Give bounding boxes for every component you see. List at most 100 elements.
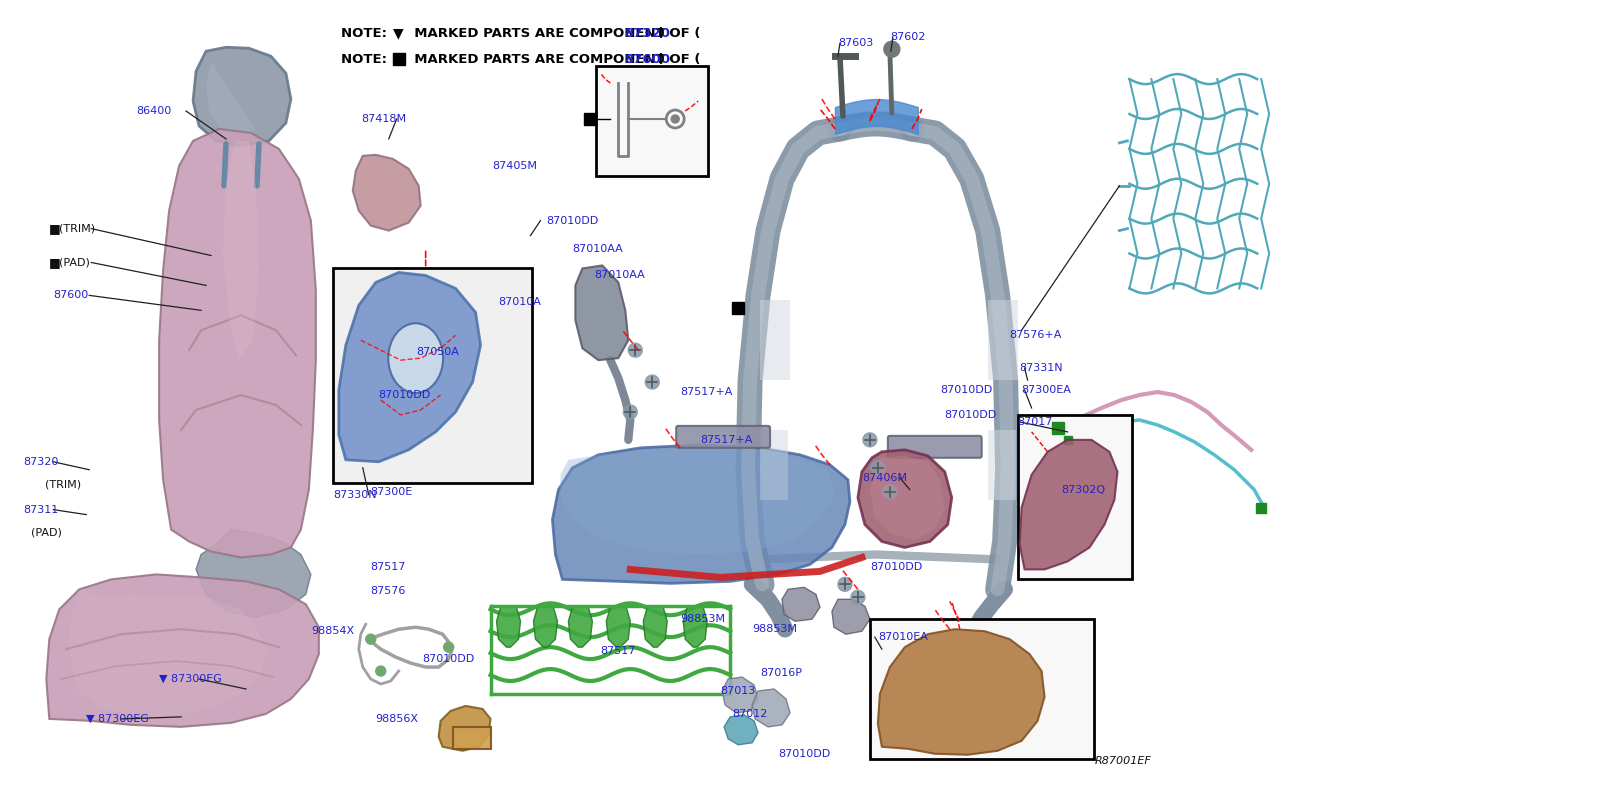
Polygon shape bbox=[197, 530, 310, 618]
Text: 87010EA: 87010EA bbox=[878, 632, 928, 642]
Polygon shape bbox=[46, 574, 318, 727]
Text: 87302Q: 87302Q bbox=[1061, 485, 1106, 494]
Text: 87517: 87517 bbox=[371, 562, 406, 573]
Text: MARKED PARTS ARE COMPONENT OF (: MARKED PARTS ARE COMPONENT OF ( bbox=[405, 53, 701, 66]
Polygon shape bbox=[158, 129, 315, 558]
Text: 87311: 87311 bbox=[24, 505, 59, 514]
Text: ▼ 87300EG: ▼ 87300EG bbox=[158, 674, 222, 684]
Polygon shape bbox=[683, 607, 707, 647]
Polygon shape bbox=[643, 607, 667, 647]
Polygon shape bbox=[858, 450, 952, 547]
Bar bbox=[760, 300, 790, 380]
Polygon shape bbox=[576, 266, 629, 360]
Polygon shape bbox=[194, 47, 291, 146]
Text: ): ) bbox=[654, 26, 666, 40]
Text: 87010DD: 87010DD bbox=[939, 385, 992, 395]
Text: ■: ■ bbox=[50, 222, 61, 235]
Polygon shape bbox=[69, 590, 266, 717]
Polygon shape bbox=[722, 677, 758, 713]
Text: 87010DD: 87010DD bbox=[422, 654, 475, 664]
Ellipse shape bbox=[389, 323, 443, 393]
Text: 87576: 87576 bbox=[371, 586, 406, 596]
Text: (TRIM): (TRIM) bbox=[45, 480, 82, 490]
FancyBboxPatch shape bbox=[677, 426, 770, 448]
Circle shape bbox=[376, 666, 386, 676]
Text: 87602: 87602 bbox=[890, 32, 925, 42]
Polygon shape bbox=[832, 599, 870, 634]
Text: 87050A: 87050A bbox=[416, 347, 459, 357]
Circle shape bbox=[883, 42, 899, 57]
Circle shape bbox=[870, 461, 885, 474]
Text: 87576+A: 87576+A bbox=[1010, 330, 1062, 340]
Circle shape bbox=[672, 115, 680, 123]
Bar bbox=[453, 727, 491, 749]
Text: 87010AA: 87010AA bbox=[573, 243, 622, 254]
Circle shape bbox=[645, 375, 659, 389]
Text: 87405M: 87405M bbox=[493, 161, 538, 171]
Text: ▼: ▼ bbox=[392, 26, 403, 40]
Polygon shape bbox=[339, 273, 480, 462]
Circle shape bbox=[443, 642, 454, 652]
Text: ■: ■ bbox=[50, 256, 61, 269]
Text: NOTE:: NOTE: bbox=[341, 53, 397, 66]
Polygon shape bbox=[438, 706, 491, 750]
Text: 87517+A: 87517+A bbox=[680, 387, 733, 397]
Text: 98853M: 98853M bbox=[752, 624, 797, 634]
Polygon shape bbox=[782, 587, 819, 622]
Polygon shape bbox=[560, 448, 835, 554]
Text: 87010DD: 87010DD bbox=[547, 216, 598, 226]
Text: 87406M: 87406M bbox=[862, 473, 907, 482]
Polygon shape bbox=[206, 61, 256, 136]
Text: 87012: 87012 bbox=[733, 709, 768, 719]
Text: 87300EA: 87300EA bbox=[1022, 385, 1072, 395]
Text: 87600: 87600 bbox=[624, 53, 670, 66]
Text: 98853M: 98853M bbox=[680, 614, 725, 624]
Text: R87001EF: R87001EF bbox=[1094, 756, 1152, 766]
Text: 87603: 87603 bbox=[838, 38, 874, 48]
Text: (PAD): (PAD) bbox=[32, 527, 62, 538]
Text: 86400: 86400 bbox=[136, 106, 171, 116]
Text: 87320: 87320 bbox=[624, 26, 670, 40]
Text: (PAD): (PAD) bbox=[59, 258, 90, 267]
Polygon shape bbox=[533, 607, 557, 647]
Text: 87300E: 87300E bbox=[371, 486, 413, 497]
Polygon shape bbox=[606, 607, 630, 647]
Bar bbox=[987, 300, 1018, 380]
Text: 87010DD: 87010DD bbox=[379, 390, 430, 400]
Polygon shape bbox=[752, 689, 790, 727]
Circle shape bbox=[851, 590, 866, 604]
Polygon shape bbox=[878, 630, 1045, 754]
Text: 87517+A: 87517+A bbox=[701, 435, 752, 445]
Text: 87017: 87017 bbox=[1018, 417, 1053, 427]
Text: 87010AA: 87010AA bbox=[594, 270, 645, 281]
Text: 87330N: 87330N bbox=[333, 490, 376, 500]
Polygon shape bbox=[568, 607, 592, 647]
Polygon shape bbox=[222, 141, 259, 360]
Circle shape bbox=[838, 578, 851, 591]
Polygon shape bbox=[1019, 440, 1117, 570]
Text: 87320: 87320 bbox=[24, 457, 59, 466]
Polygon shape bbox=[870, 456, 944, 539]
Text: 98856X: 98856X bbox=[376, 714, 419, 724]
FancyBboxPatch shape bbox=[888, 436, 982, 458]
Bar bbox=[760, 430, 789, 500]
Text: 87013: 87013 bbox=[720, 686, 755, 696]
Text: (TRIM): (TRIM) bbox=[59, 223, 96, 234]
Circle shape bbox=[862, 433, 877, 447]
Text: 87418M: 87418M bbox=[360, 114, 406, 124]
Text: 87010A: 87010A bbox=[499, 298, 541, 307]
Bar bbox=[597, 66, 709, 176]
Text: 87331N: 87331N bbox=[1019, 363, 1064, 373]
Polygon shape bbox=[552, 445, 850, 583]
Circle shape bbox=[883, 485, 898, 498]
Polygon shape bbox=[725, 715, 758, 745]
Text: MARKED PARTS ARE COMPONENT OF (: MARKED PARTS ARE COMPONENT OF ( bbox=[405, 26, 701, 40]
Text: 87010DD: 87010DD bbox=[778, 749, 830, 758]
Bar bbox=[987, 430, 1016, 500]
Polygon shape bbox=[352, 155, 421, 230]
Text: 87010DD: 87010DD bbox=[944, 410, 997, 420]
Text: ▼ 87300EG: ▼ 87300EG bbox=[86, 714, 149, 724]
Circle shape bbox=[366, 634, 376, 644]
Text: 87517: 87517 bbox=[600, 646, 635, 656]
Bar bbox=[870, 619, 1094, 758]
